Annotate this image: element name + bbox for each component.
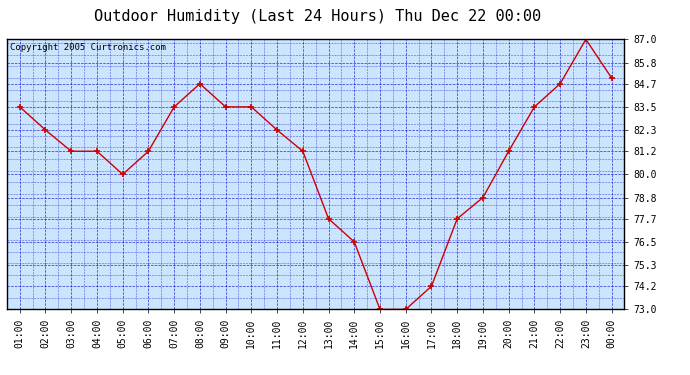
Text: Copyright 2005 Curtronics.com: Copyright 2005 Curtronics.com [10,44,166,52]
Text: Outdoor Humidity (Last 24 Hours) Thu Dec 22 00:00: Outdoor Humidity (Last 24 Hours) Thu Dec… [94,9,541,24]
